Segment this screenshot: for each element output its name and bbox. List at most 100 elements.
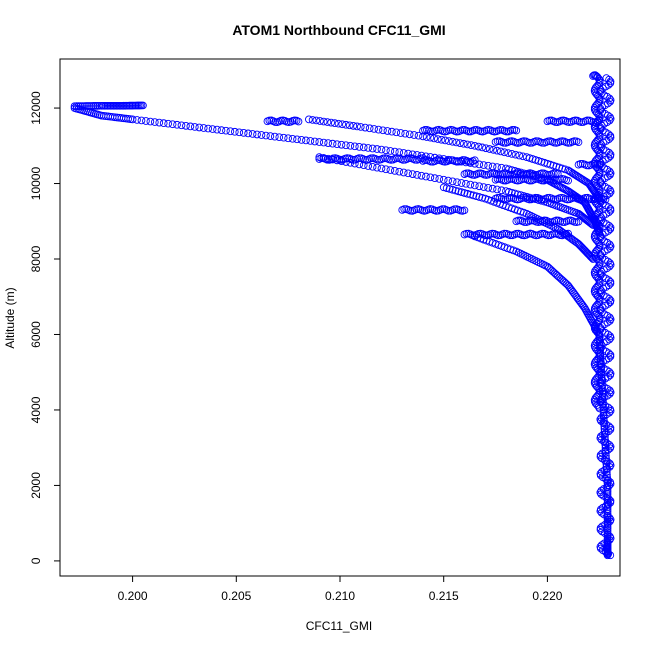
data-point	[598, 454, 606, 463]
data-point	[142, 117, 150, 125]
data-point	[531, 193, 540, 202]
data-point	[574, 138, 583, 147]
data-point	[493, 175, 502, 183]
data-point	[146, 117, 155, 126]
data-point	[512, 126, 521, 135]
data-point	[159, 119, 168, 128]
data-point	[350, 142, 359, 151]
y-tick-label: 0	[29, 557, 43, 564]
data-point	[338, 120, 347, 129]
data-point	[76, 102, 85, 110]
data-point	[262, 131, 270, 140]
data-point	[496, 147, 505, 156]
data-point	[597, 541, 606, 549]
data-point	[279, 133, 288, 142]
data-point	[502, 127, 511, 136]
data-point	[359, 143, 368, 152]
data-point	[464, 157, 473, 166]
data-point	[605, 240, 614, 249]
data-point	[379, 126, 387, 135]
data-point	[265, 116, 274, 125]
data-point	[457, 179, 466, 187]
data-point	[605, 167, 614, 176]
data-point	[164, 119, 173, 128]
data-point	[390, 167, 399, 175]
data-point	[466, 190, 475, 199]
data-point	[330, 119, 339, 128]
data-point	[605, 313, 614, 322]
data-point	[388, 127, 396, 136]
data-point	[253, 130, 261, 139]
data-point	[605, 262, 614, 271]
data-point	[462, 169, 471, 178]
y-tick-label: 8000	[29, 245, 43, 272]
data-point	[470, 181, 479, 190]
data-point	[392, 128, 401, 137]
data-point	[430, 153, 439, 162]
data-point	[91, 102, 100, 110]
data-point	[605, 536, 614, 544]
data-point	[475, 193, 484, 201]
data-point	[538, 138, 546, 147]
data-point	[70, 102, 79, 111]
data-point	[399, 168, 408, 177]
data-point	[328, 139, 337, 148]
data-point	[128, 115, 137, 124]
data-point	[294, 117, 303, 126]
data-point	[493, 146, 501, 155]
data-point	[504, 149, 513, 157]
data-point	[479, 161, 488, 169]
data-point	[469, 191, 478, 200]
data-point	[444, 176, 453, 185]
data-point	[605, 408, 614, 417]
data-point	[414, 131, 423, 140]
data-point	[466, 180, 475, 189]
data-point	[86, 102, 94, 110]
data-point	[410, 131, 418, 139]
data-point	[361, 155, 369, 164]
data-point	[452, 138, 461, 147]
data-point	[222, 126, 230, 135]
x-tick-label: 0.220	[532, 589, 562, 603]
data-points	[70, 71, 615, 560]
data-point	[550, 229, 559, 238]
data-point	[248, 130, 257, 138]
data-point	[346, 141, 355, 150]
data-point	[177, 121, 186, 130]
data-point	[493, 193, 502, 202]
x-tick-label: 0.215	[429, 589, 459, 603]
data-point	[235, 128, 244, 137]
data-point	[537, 195, 546, 204]
data-point	[460, 206, 469, 215]
data-point	[430, 174, 439, 182]
data-point	[597, 486, 606, 495]
data-point	[302, 136, 310, 145]
data-point	[168, 120, 177, 129]
data-point	[458, 125, 467, 134]
data-point	[270, 132, 279, 141]
data-point	[327, 118, 335, 127]
data-point	[514, 216, 523, 225]
data-point	[605, 390, 614, 398]
data-point	[564, 176, 573, 185]
data-point	[319, 117, 328, 126]
data-point	[139, 101, 147, 110]
data-point	[453, 178, 461, 187]
data-point	[78, 102, 87, 110]
data-point	[421, 156, 429, 164]
data-point	[356, 123, 365, 131]
data-point	[353, 122, 361, 131]
data-point	[408, 170, 417, 178]
data-point	[500, 169, 509, 178]
data-point	[479, 183, 488, 191]
data-point	[575, 195, 584, 204]
data-point	[386, 166, 395, 174]
data-point	[345, 121, 354, 130]
data-point	[439, 183, 448, 192]
data-point	[417, 171, 426, 180]
data-point	[605, 386, 614, 395]
data-point	[87, 102, 96, 110]
data-point	[386, 147, 395, 155]
data-point	[597, 508, 606, 517]
data-point	[315, 138, 324, 146]
